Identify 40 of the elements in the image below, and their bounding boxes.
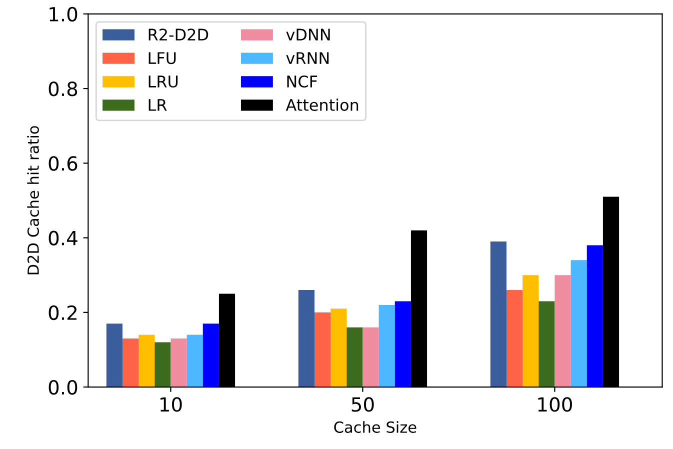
bar xyxy=(362,327,379,388)
legend-label: Attention xyxy=(286,98,358,111)
bar xyxy=(314,312,331,388)
y-tick-label: 1.0 xyxy=(50,6,78,22)
bar xyxy=(490,242,506,388)
bar xyxy=(522,275,539,388)
bar xyxy=(346,327,363,388)
bar xyxy=(202,324,219,388)
bar xyxy=(186,334,203,388)
y-tick-label: 0.0 xyxy=(48,380,78,395)
legend-label: LR xyxy=(148,99,167,111)
bar xyxy=(170,338,187,388)
y-tick-label: 0.4 xyxy=(48,230,78,246)
bar xyxy=(554,275,571,388)
bar xyxy=(506,290,523,388)
y-tick-label: 0.2 xyxy=(48,305,76,320)
bar xyxy=(586,245,603,388)
bar xyxy=(378,304,395,388)
legend-label: vDNN xyxy=(286,28,330,40)
legend-label: R2-D2D xyxy=(148,28,208,40)
bar xyxy=(122,338,139,388)
x-tick-label: 100 xyxy=(538,397,572,412)
legend-label: LFU xyxy=(148,52,176,64)
y-tick-label: 0.6 xyxy=(48,156,78,171)
bar xyxy=(330,308,347,388)
x-tick-label: 50 xyxy=(352,397,374,412)
x-axis-title: Cache Size xyxy=(334,421,416,433)
bar xyxy=(106,324,122,388)
bar xyxy=(138,334,155,388)
legend-label: NCF xyxy=(287,75,318,88)
bar xyxy=(154,342,171,388)
bar xyxy=(298,290,314,388)
legend-label: LRU xyxy=(148,76,178,88)
x-tick-label: 10 xyxy=(160,397,182,412)
y-axis-title: D2D Cache hit ratio xyxy=(27,126,39,274)
bar xyxy=(394,301,411,388)
legend-label: vRNN xyxy=(286,52,329,64)
bar xyxy=(538,301,555,388)
y-tick-label: 0.8 xyxy=(48,82,78,96)
bar xyxy=(570,260,587,388)
